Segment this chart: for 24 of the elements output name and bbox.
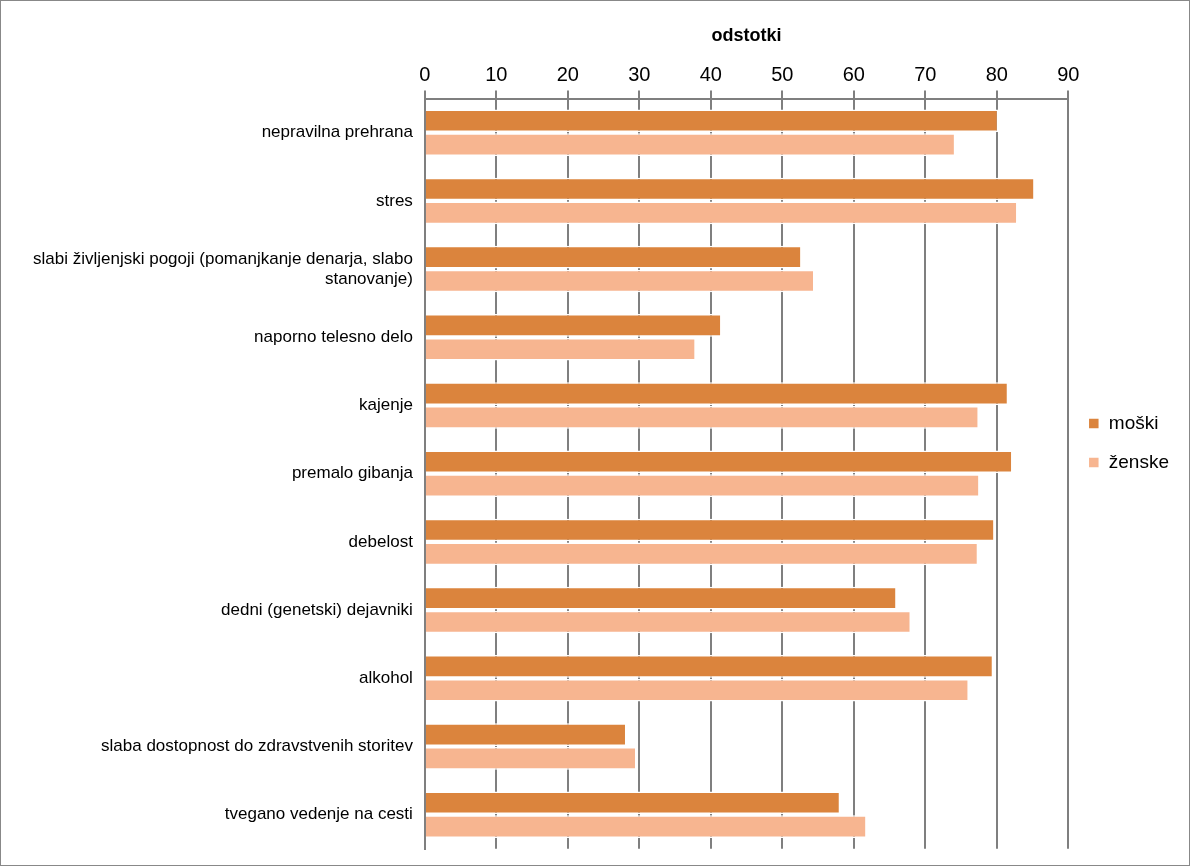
y-tick-label: naporno telesno delo — [254, 326, 413, 346]
y-tick-label: stres — [376, 190, 413, 210]
x-tick-label: 30 — [628, 63, 651, 86]
x-tick-label: 0 — [419, 63, 431, 86]
legend-label: ženske — [1108, 450, 1169, 472]
y-tick-label: slabi življenjski pogoji (pomanjkanje denarja, slabo stanovanje) — [32, 248, 413, 288]
y-tick-label: tvegano vedenje na cesti — [224, 804, 413, 824]
x-axis-title: odstotki — [711, 24, 782, 45]
y-tick-label: dedni (genetski) dejavniki — [221, 599, 413, 619]
x-tick-label: 20 — [556, 63, 579, 86]
x-tick-label: 80 — [985, 63, 1008, 86]
x-tick-label: 40 — [699, 63, 722, 86]
x-tick-label: 10 — [485, 63, 508, 86]
x-tick-label: 70 — [914, 63, 937, 86]
y-tick-label: nepravilna prehrana — [261, 122, 414, 142]
x-tick-label: 90 — [1057, 63, 1080, 86]
y-tick-label: alkohol — [359, 667, 413, 687]
y-tick-label: premalo gibanja — [291, 463, 414, 483]
y-tick-label: kajenje — [359, 395, 413, 415]
x-tick-label: 60 — [842, 63, 865, 86]
y-tick-label: slaba dostopnost do zdravstvenih storitev — [101, 736, 414, 756]
legend-label: moški — [1108, 411, 1159, 433]
y-tick-label: debelost — [348, 531, 414, 551]
x-tick-label: 50 — [771, 63, 794, 86]
